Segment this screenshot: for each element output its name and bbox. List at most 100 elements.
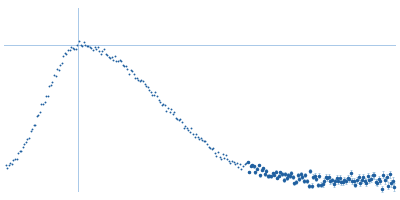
- Point: [13, 158, 20, 161]
- Point: [170, 112, 176, 115]
- Point: [37, 110, 43, 113]
- Point: [6, 164, 12, 167]
- Point: [29, 127, 35, 130]
- Point: [134, 76, 140, 80]
- Point: [216, 155, 223, 158]
- Point: [193, 133, 199, 136]
- Point: [116, 58, 123, 61]
- Point: [171, 110, 178, 114]
- Point: [20, 146, 26, 149]
- Point: [229, 160, 235, 163]
- Point: [241, 162, 248, 165]
- Point: [56, 69, 62, 72]
- Point: [35, 113, 42, 116]
- Point: [184, 126, 190, 129]
- Point: [40, 102, 46, 105]
- Point: [123, 65, 129, 68]
- Point: [106, 55, 112, 59]
- Point: [96, 49, 102, 52]
- Point: [144, 85, 151, 89]
- Point: [166, 111, 173, 114]
- Point: [118, 59, 124, 62]
- Point: [34, 114, 40, 117]
- Point: [121, 64, 128, 67]
- Point: [60, 54, 66, 57]
- Point: [101, 47, 107, 51]
- Point: [7, 162, 14, 165]
- Point: [230, 160, 237, 163]
- Point: [222, 154, 229, 157]
- Point: [199, 138, 206, 141]
- Point: [215, 150, 221, 153]
- Point: [135, 79, 142, 82]
- Point: [44, 94, 51, 97]
- Point: [46, 85, 52, 88]
- Point: [90, 48, 96, 52]
- Point: [196, 137, 202, 140]
- Point: [180, 126, 187, 129]
- Point: [51, 74, 57, 77]
- Point: [21, 142, 28, 145]
- Point: [76, 40, 82, 43]
- Point: [80, 41, 87, 44]
- Point: [141, 82, 148, 86]
- Point: [190, 133, 196, 136]
- Point: [187, 130, 193, 134]
- Point: [162, 104, 168, 107]
- Point: [138, 78, 145, 81]
- Point: [52, 75, 59, 78]
- Point: [48, 83, 54, 87]
- Point: [204, 142, 210, 145]
- Point: [68, 46, 74, 49]
- Point: [62, 51, 68, 54]
- Point: [234, 162, 240, 165]
- Point: [110, 58, 116, 62]
- Point: [220, 152, 226, 156]
- Point: [176, 118, 182, 121]
- Point: [146, 88, 152, 92]
- Point: [91, 46, 98, 49]
- Point: [212, 151, 218, 154]
- Point: [151, 93, 157, 97]
- Point: [224, 157, 230, 161]
- Point: [63, 52, 70, 56]
- Point: [165, 107, 171, 110]
- Point: [127, 69, 134, 72]
- Point: [84, 44, 90, 47]
- Point: [143, 84, 149, 87]
- Point: [240, 164, 246, 167]
- Point: [12, 157, 18, 160]
- Point: [99, 50, 106, 53]
- Point: [27, 130, 34, 133]
- Point: [207, 146, 213, 149]
- Point: [71, 47, 78, 51]
- Point: [152, 90, 159, 93]
- Point: [65, 48, 71, 52]
- Point: [235, 166, 242, 169]
- Point: [77, 43, 84, 46]
- Point: [227, 161, 234, 164]
- Point: [238, 168, 244, 171]
- Point: [160, 102, 166, 105]
- Point: [156, 99, 162, 102]
- Point: [129, 70, 135, 73]
- Point: [4, 166, 10, 169]
- Point: [74, 43, 81, 46]
- Point: [198, 136, 204, 139]
- Point: [43, 95, 49, 98]
- Point: [58, 61, 65, 64]
- Point: [104, 54, 110, 57]
- Point: [172, 117, 179, 120]
- Point: [210, 147, 216, 150]
- Point: [16, 150, 23, 153]
- Point: [208, 148, 215, 151]
- Point: [232, 162, 238, 165]
- Point: [194, 135, 201, 139]
- Point: [54, 68, 60, 71]
- Point: [137, 80, 143, 83]
- Point: [213, 154, 220, 157]
- Point: [2, 164, 9, 167]
- Point: [87, 45, 93, 48]
- Point: [108, 56, 115, 59]
- Point: [188, 126, 195, 129]
